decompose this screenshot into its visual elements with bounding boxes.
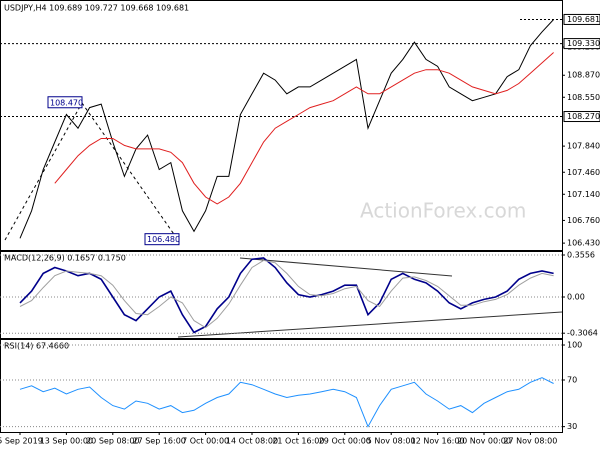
y-tick-label: 30 [567,422,577,431]
trend-line [81,102,179,241]
macd-panel [0,251,563,339]
x-tick-label: 13 Sep 00:00 [40,437,93,446]
annotation-box [47,96,83,109]
series-line [19,19,554,239]
price-panel [0,0,563,251]
x-tick-label: 7 Oct 00:00 [182,437,229,446]
x-tick-label: 5 Nov 08:00 [367,437,416,446]
y-tick-label: 0.3556 [567,251,595,260]
y-tick-label: 106.760 [567,216,600,225]
trend-line [4,102,83,241]
y-tick-label: 108.550 [567,93,600,102]
y-tick-label: 0.00 [567,293,585,302]
y-tick-label: 100 [567,341,582,350]
level-box [563,13,600,25]
level-label: 109.681 [567,15,600,24]
series-line [19,259,554,329]
y-tick-label: 106.430 [567,239,600,248]
y-tick-label: 107.840 [567,142,600,151]
y-tick-label: 70 [567,375,577,384]
macd-title: MACD(12,26,9) 0.1657 0.1750 [4,254,126,263]
x-tick-label: 12 Nov 16:00 [411,437,465,446]
y-tick-label: 107.460 [567,168,600,177]
level-box [563,111,600,123]
y-tick-label: 108.870 [567,71,600,80]
watermark: ActionForex.com [360,199,526,223]
y-tick-label: 107.140 [567,190,600,199]
trend-line [239,257,453,277]
x-tick-label: 27 Sep 16:00 [132,437,185,446]
annotation: 108.470 [50,98,83,107]
y-tick-label: -0.3064 [567,329,598,338]
series-line [19,377,554,428]
level-box [563,38,600,50]
x-tick-label: 27 Nov 08:00 [503,437,557,446]
x-tick-label: 29 Oct 00:00 [319,437,371,446]
level-label: 109.330 [567,39,600,48]
trend-line [177,311,563,338]
x-tick-label: 20 Sep 08:00 [86,437,139,446]
rsi-title: RSI(14) 67.4660 [4,342,69,351]
series-line [19,257,554,334]
x-tick-label: 5 Sep 2019 [0,437,43,446]
x-tick-label: 21 Oct 16:00 [272,437,324,446]
rsi-panel [0,339,563,433]
series-line [54,52,554,205]
annotation-box [144,233,180,246]
annotation: 106.480 [147,235,180,244]
chart-title: USDJPY,H4 109.689 109.727 109.668 109.68… [4,4,189,13]
x-tick-label: 20 Nov 00:00 [457,437,511,446]
x-tick-label: 14 Oct 08:00 [226,437,278,446]
level-label: 108.270 [567,112,600,121]
